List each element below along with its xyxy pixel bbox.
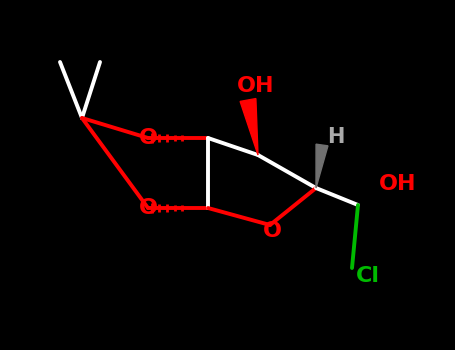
Text: O: O	[263, 221, 282, 241]
Text: O: O	[138, 128, 157, 148]
Text: H: H	[327, 127, 345, 147]
Polygon shape	[316, 144, 328, 188]
Text: OH: OH	[237, 76, 275, 96]
Polygon shape	[240, 99, 258, 155]
Text: Cl: Cl	[356, 266, 380, 286]
Text: O: O	[138, 198, 157, 218]
Text: OH: OH	[379, 174, 417, 194]
